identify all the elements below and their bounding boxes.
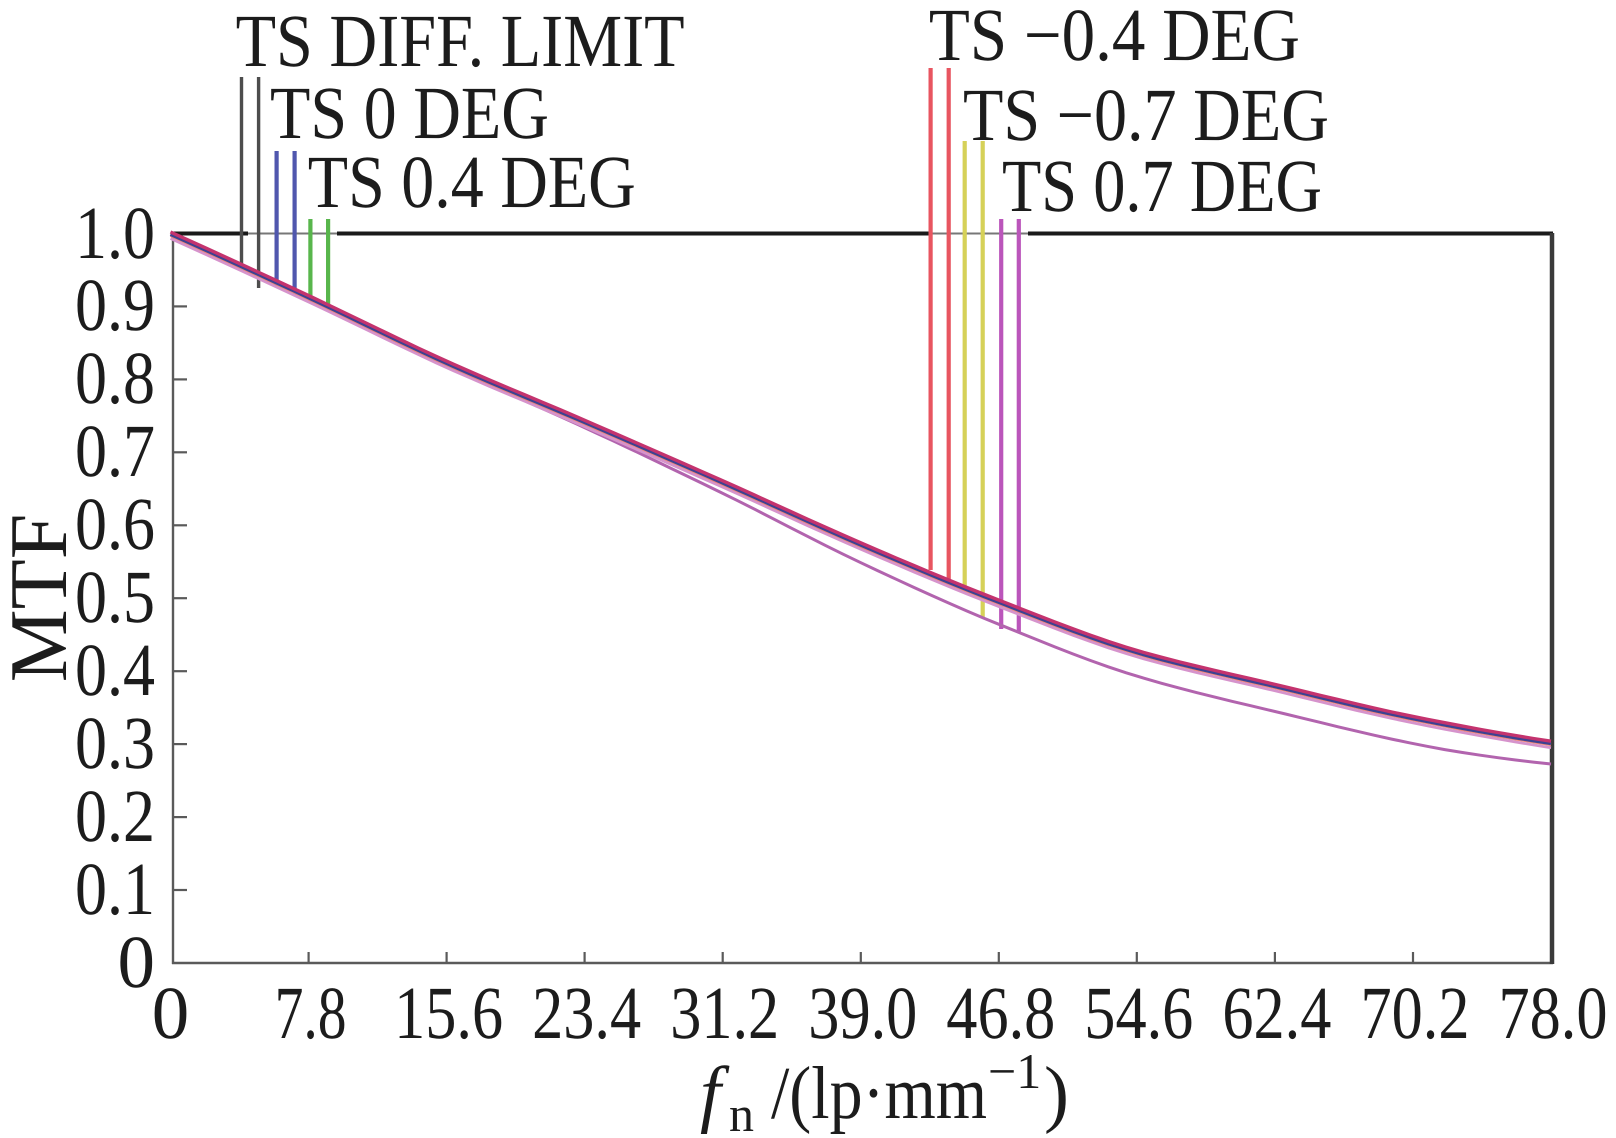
svg-text:0.7: 0.7	[75, 410, 155, 493]
svg-text:15.6: 15.6	[394, 972, 503, 1055]
svg-text:7.8: 7.8	[275, 972, 347, 1055]
svg-text:): )	[1044, 1052, 1069, 1135]
svg-text:TS −0.7 DEG: TS −0.7 DEG	[963, 74, 1329, 157]
svg-text:78.0: 78.0	[1499, 972, 1608, 1055]
svg-text:MTF: MTF	[0, 514, 84, 683]
svg-text:62.4: 62.4	[1222, 972, 1331, 1055]
svg-text:39.0: 39.0	[808, 972, 917, 1055]
svg-text:0.9: 0.9	[75, 264, 155, 347]
svg-text:0: 0	[118, 921, 156, 1004]
svg-text:23.4: 23.4	[532, 972, 641, 1055]
svg-text:TS 0 DEG: TS 0 DEG	[270, 72, 549, 155]
svg-text:0.8: 0.8	[75, 337, 155, 420]
svg-text:0.3: 0.3	[75, 702, 155, 785]
svg-text:0: 0	[152, 972, 190, 1055]
svg-text:0.2: 0.2	[75, 775, 155, 858]
svg-text:TS −0.4 DEG: TS −0.4 DEG	[929, 0, 1300, 77]
svg-text:0.4: 0.4	[75, 629, 155, 712]
svg-text:TS 0.4 DEG: TS 0.4 DEG	[308, 141, 636, 224]
svg-text:0.5: 0.5	[75, 556, 155, 639]
svg-text:54.6: 54.6	[1084, 972, 1193, 1055]
svg-text:n: n	[729, 1086, 754, 1138]
svg-text:31.2: 31.2	[670, 972, 779, 1055]
svg-text:70.2: 70.2	[1361, 972, 1470, 1055]
svg-text:/(lp·mm: /(lp·mm	[771, 1052, 987, 1135]
svg-text:0.1: 0.1	[75, 848, 155, 931]
svg-text:−1: −1	[988, 1043, 1041, 1099]
svg-text:TS DIFF. LIMIT: TS DIFF. LIMIT	[236, 0, 685, 83]
svg-text:0.6: 0.6	[75, 483, 155, 566]
svg-text:1.0: 1.0	[75, 192, 155, 275]
svg-text:TS 0.7 DEG: TS 0.7 DEG	[1002, 145, 1322, 228]
svg-text:46.8: 46.8	[946, 972, 1055, 1055]
